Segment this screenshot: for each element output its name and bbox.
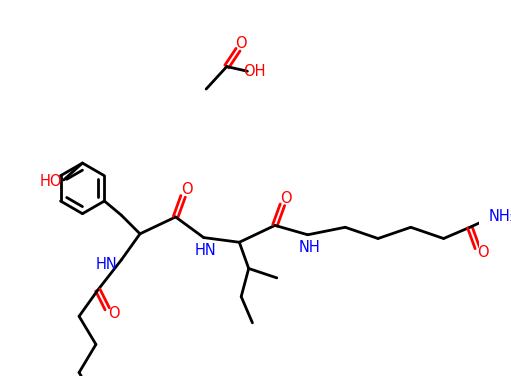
Text: OH: OH (243, 64, 265, 79)
Text: O: O (181, 182, 193, 197)
Text: O: O (477, 245, 489, 260)
Text: NH: NH (299, 241, 320, 255)
Text: NH₂: NH₂ (489, 208, 511, 223)
Text: O: O (108, 306, 120, 321)
Text: HO: HO (39, 174, 62, 189)
Text: O: O (281, 191, 292, 206)
Text: HN: HN (96, 257, 117, 272)
Text: O: O (235, 36, 247, 50)
Text: HN: HN (195, 243, 217, 258)
